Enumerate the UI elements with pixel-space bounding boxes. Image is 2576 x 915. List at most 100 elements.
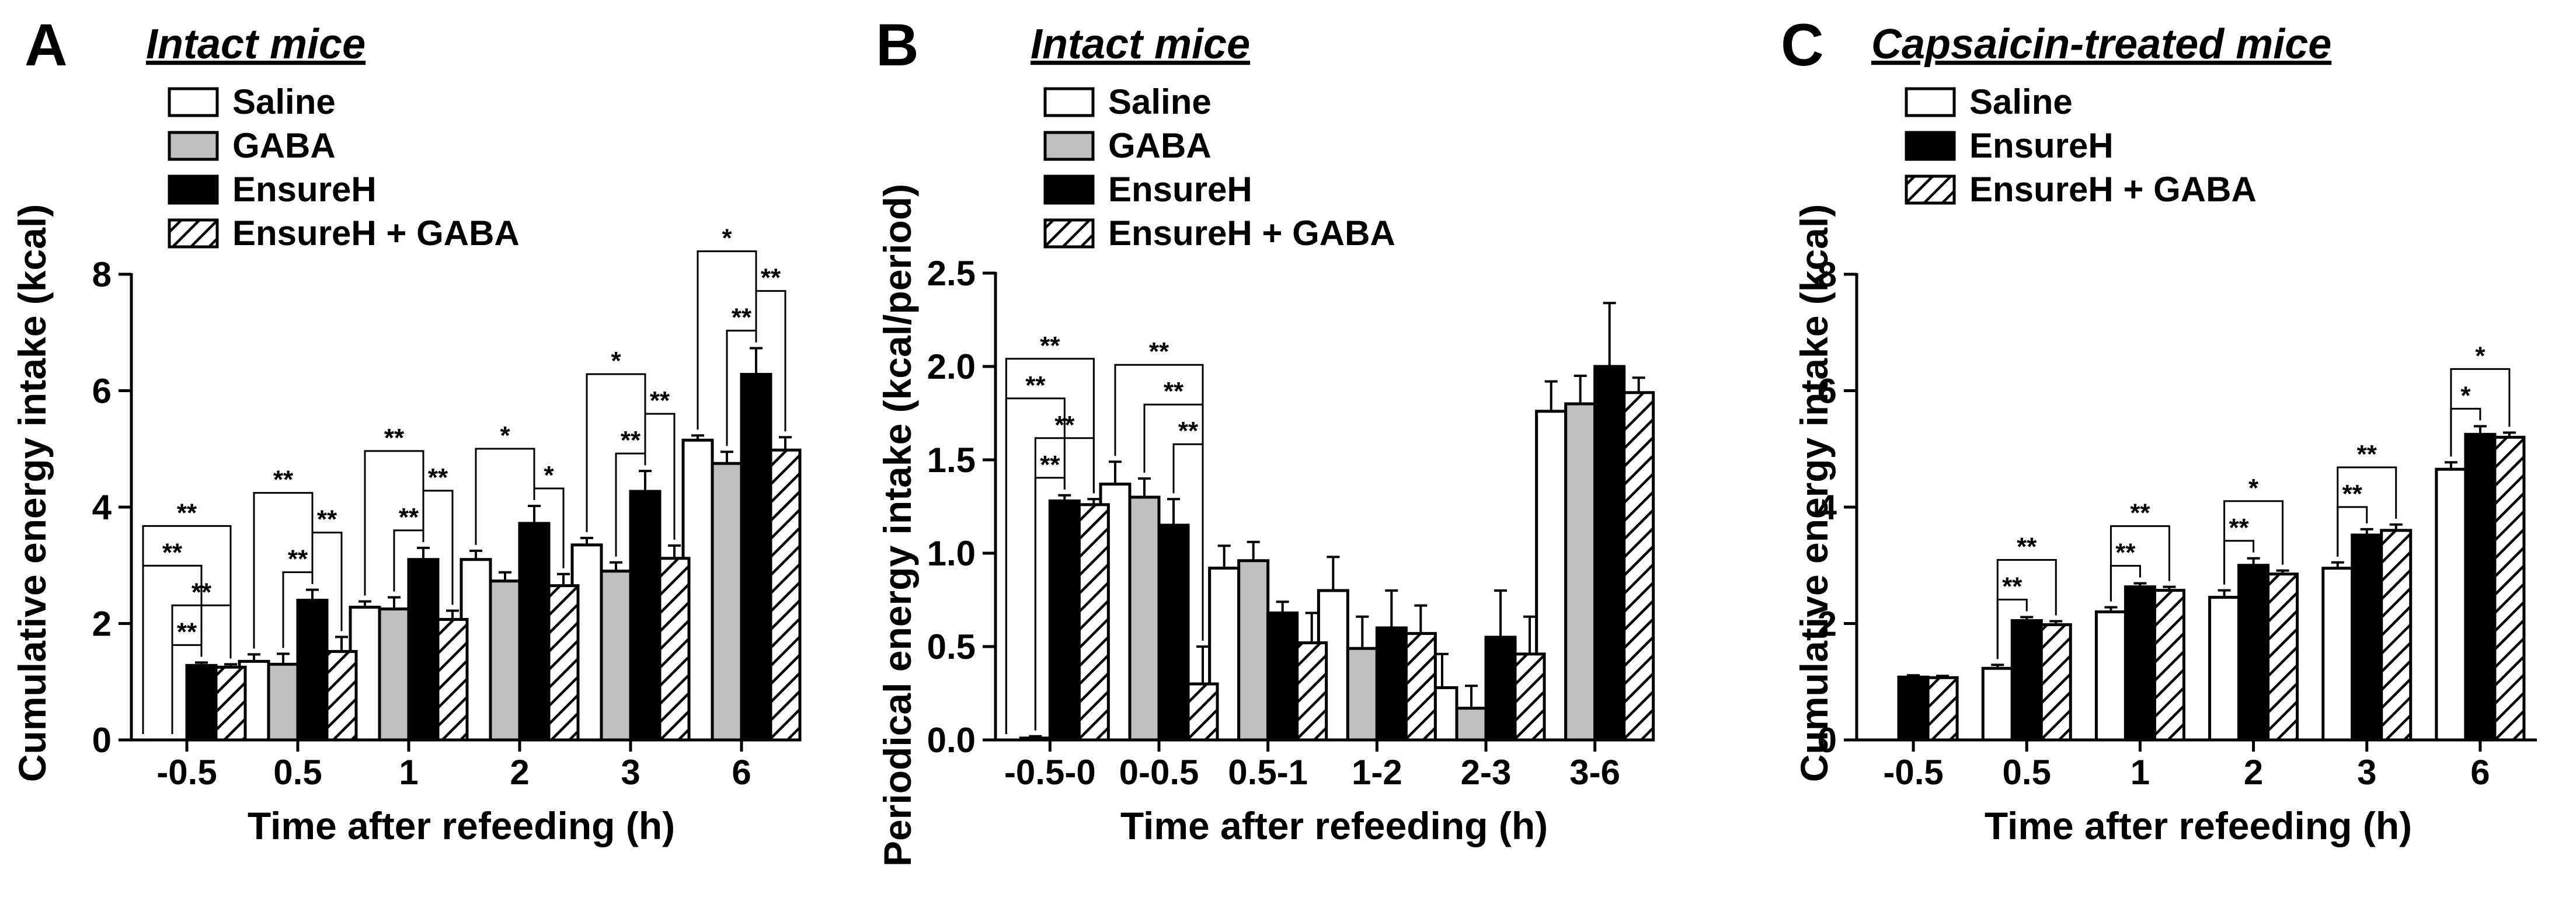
bar [1346, 647, 1378, 742]
panel-letter: A [25, 12, 68, 78]
significance-label: ** [1149, 337, 1169, 366]
panel-title: Intact mice [1031, 21, 1250, 68]
significance-bracket [2109, 525, 2170, 602]
bar [1266, 611, 1299, 742]
panel-letter: B [876, 12, 919, 78]
significance-label: ** [1040, 450, 1060, 479]
bar [1077, 503, 1110, 742]
significance-bracket [171, 644, 203, 734]
significance: ******************************** [142, 224, 786, 734]
significance-label: ** [162, 538, 183, 567]
bar [1981, 666, 2014, 742]
y-tick-label: 8 [92, 255, 112, 294]
bar [378, 607, 410, 742]
significance-bracket [2450, 407, 2481, 457]
legend-label: Saline [1969, 82, 2073, 121]
significance-bracket [475, 448, 535, 545]
panel-b: B Intact mice Saline GABA EnsureH EnsureH + G… [876, 12, 1655, 867]
significance-label: ** [273, 466, 294, 494]
x-tick-label: 2 [2244, 753, 2263, 792]
significance-label: ** [621, 426, 641, 455]
y-tick-label: 8 [1818, 255, 1837, 294]
legend-label: EnsureH [1108, 170, 1252, 209]
significance-bracket [726, 330, 757, 446]
legend-label: EnsureH + GABA [1969, 170, 2257, 209]
significance-label: ** [1164, 377, 1184, 406]
y-tick-label: 0.5 [927, 627, 976, 666]
x-tick-label: 0-0.5 [1119, 753, 1199, 792]
legend-swatch [1043, 131, 1095, 161]
bar [214, 665, 247, 742]
significance-bracket [2337, 506, 2368, 557]
bar [1623, 391, 1655, 742]
legend-label: Saline [232, 82, 336, 121]
x-tick-label: -0.5-0 [1004, 753, 1096, 792]
y-tick-label: 0.0 [927, 721, 976, 760]
significance-label: ** [1054, 411, 1075, 439]
y-axis-title: Cumulative energy intake (kcal) [11, 204, 54, 782]
x-tick-label: 1 [2131, 753, 2150, 792]
x-axis-title: Time after refeeding (h) [1985, 804, 2412, 847]
significance-label: * [2475, 341, 2486, 370]
significance-label: ** [2229, 514, 2249, 542]
significance-label: ** [2017, 533, 2037, 561]
bar [600, 570, 632, 742]
bars [185, 347, 802, 742]
bar [740, 373, 772, 742]
bar [658, 557, 691, 742]
x-tick-label: 3 [621, 753, 640, 792]
y-axis-title: Periodical energy intake (kcal/period) [876, 184, 919, 867]
legend: Saline EnsureH EnsureH + GABA [1905, 82, 2257, 209]
significance-label: ** [2357, 440, 2377, 469]
significance-bracket [644, 413, 676, 540]
y-tick-label: 1.0 [927, 534, 976, 573]
legend-swatch [168, 174, 219, 205]
bar [1926, 676, 1959, 742]
significance-bracket [1996, 599, 2028, 659]
bar [1019, 736, 1052, 742]
legend-swatch [1043, 218, 1095, 249]
x-tick-label: -0.5 [156, 753, 217, 792]
bar [267, 662, 300, 742]
x-tick-label: 1-2 [1352, 753, 1402, 792]
legend-label: EnsureH [1969, 126, 2114, 165]
significance-label: * [500, 421, 510, 450]
legend-label: EnsureH [232, 170, 377, 209]
x-tick-label: 0.5 [2003, 753, 2051, 792]
significance-bracket [755, 290, 786, 432]
bar [2124, 585, 2156, 742]
panel-c: C Capsaicin-treated mice Saline EnsureH Ensu… [1781, 12, 2537, 847]
x-tick-label: 2-3 [1461, 753, 1512, 792]
bar [1157, 523, 1190, 742]
bar [1513, 652, 1546, 742]
legend-label: GABA [1108, 126, 1212, 165]
bar [1455, 707, 1488, 742]
bar [2237, 564, 2270, 742]
significance-bracket [533, 487, 565, 568]
y-tick-label: 2.5 [927, 254, 976, 293]
bar [2380, 529, 2413, 742]
bar [2039, 623, 2072, 742]
y-tick-label: 1.5 [927, 441, 976, 480]
bar [325, 649, 358, 742]
significance-label: ** [317, 505, 337, 534]
bar [1897, 675, 1930, 742]
x-axis-title: Time after refeeding (h) [248, 804, 675, 847]
bar [547, 584, 580, 742]
x-axis-title: Time after refeeding (h) [1120, 804, 1548, 847]
bar [1048, 499, 1081, 742]
bar [769, 448, 802, 742]
significance-label: * [544, 461, 554, 490]
significance-label: ** [177, 617, 197, 646]
x-tick-label: 0.5-1 [1228, 753, 1308, 792]
significance-label: ** [1025, 371, 1046, 400]
legend-label: EnsureH + GABA [1108, 214, 1395, 253]
significance-label: ** [399, 503, 419, 532]
legend: Saline GABA EnsureH EnsureH + GABA [168, 82, 520, 253]
panel-a: A Intact mice Saline GABA EnsureH EnsureH + G… [11, 12, 802, 847]
legend-swatch [168, 131, 219, 161]
bar [296, 599, 329, 742]
x-tick-label: 0.5 [273, 753, 322, 792]
significance-label: * [2460, 381, 2471, 410]
